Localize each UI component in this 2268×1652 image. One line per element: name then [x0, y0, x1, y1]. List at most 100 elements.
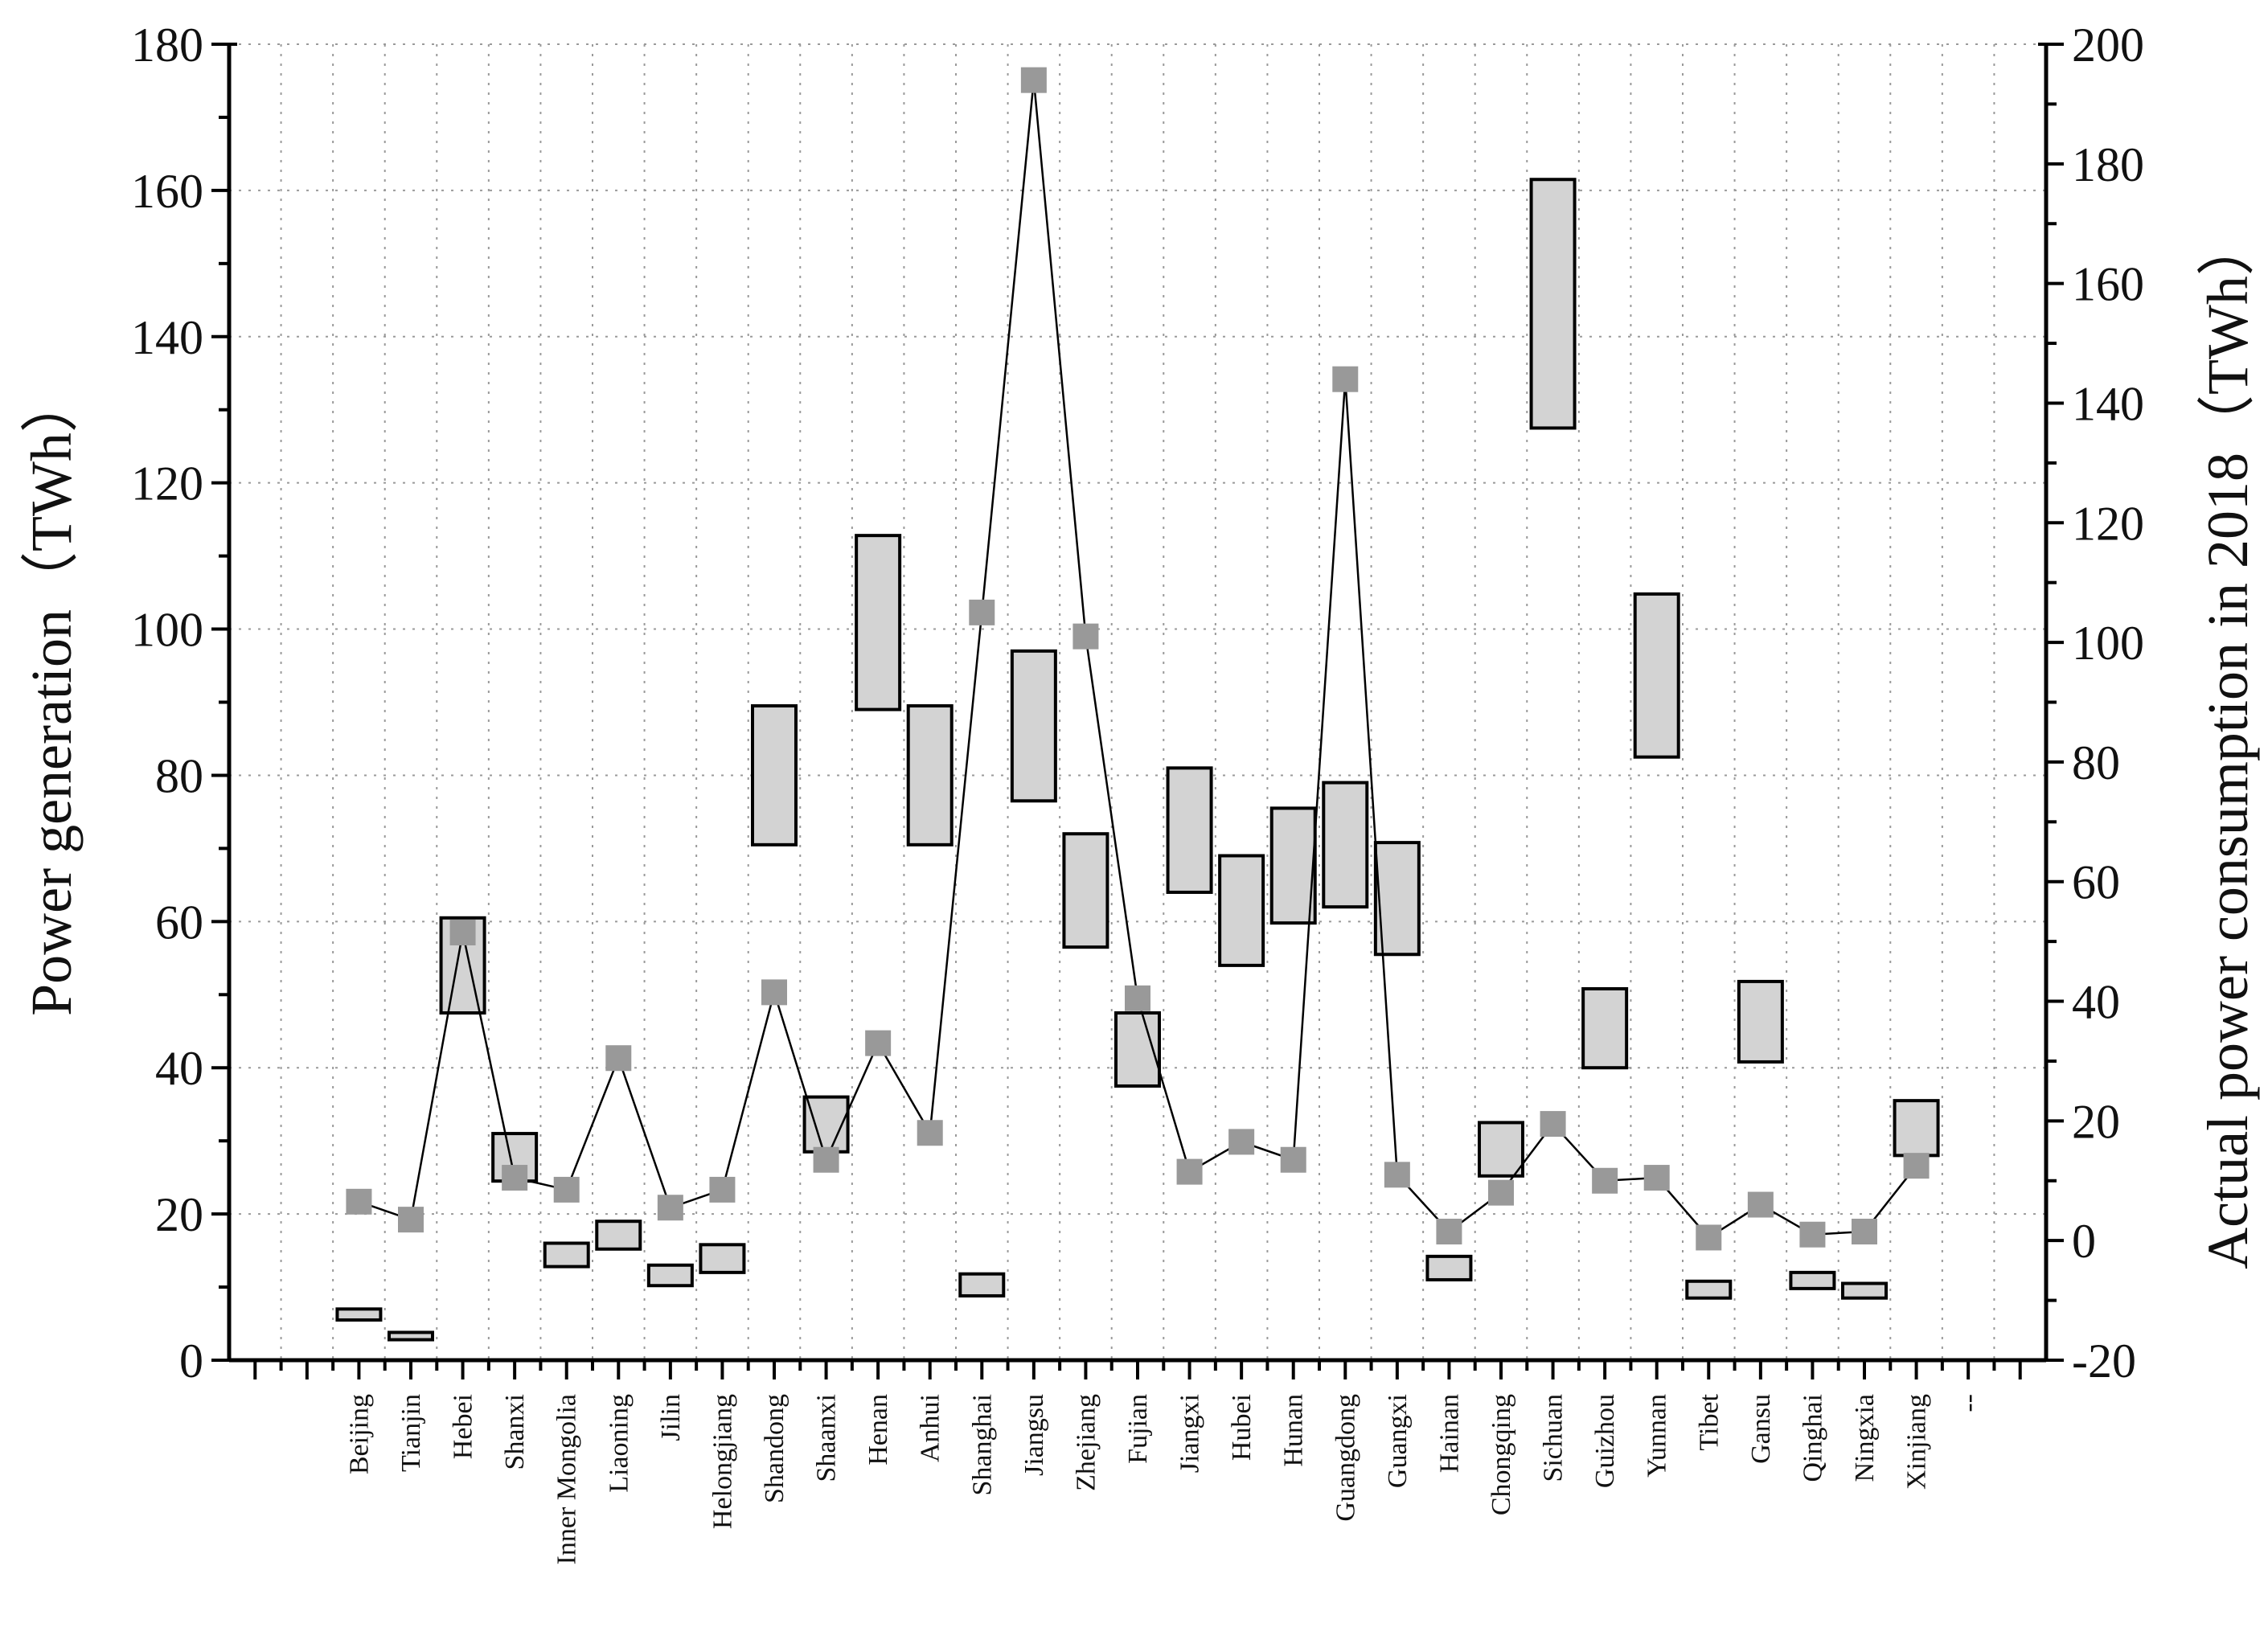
- x-category-label: Tibet: [1694, 1393, 1724, 1450]
- generation-box: [1425, 1254, 1473, 1281]
- y-left-tick-label: 100: [131, 604, 203, 657]
- generation-box: [1685, 1279, 1733, 1300]
- y-left-tick-label: 120: [131, 457, 203, 510]
- generation-box: [855, 534, 902, 711]
- consumption-marker: [1280, 1146, 1306, 1173]
- consumption-marker: [1125, 985, 1150, 1011]
- generation-box: [958, 1272, 1006, 1297]
- generation-box: [1166, 766, 1213, 894]
- y-right-tick-label: 100: [2072, 617, 2144, 670]
- consumption-marker: [1072, 623, 1099, 650]
- x-category-label: Fujian: [1123, 1394, 1153, 1464]
- y-left-tick-label: 140: [131, 311, 203, 364]
- generation-box: [1581, 987, 1629, 1070]
- x-category-label: --: [1954, 1394, 1983, 1412]
- consumption-marker: [1696, 1224, 1722, 1251]
- y-right-tick-label: 160: [2072, 258, 2144, 311]
- consumption-marker: [398, 1207, 424, 1233]
- x-category-label: Guangdong: [1331, 1394, 1360, 1522]
- consumption-marker: [917, 1120, 943, 1146]
- x-category-label: Jiangsu: [1019, 1394, 1049, 1476]
- x-category-label: Beijing: [344, 1394, 374, 1474]
- y-left-tick-label: 20: [155, 1188, 203, 1241]
- generation-box: [646, 1263, 694, 1288]
- generation-box: [1737, 979, 1784, 1064]
- x-category-label: Shaanxi: [812, 1394, 842, 1482]
- y-right-tick-label: 120: [2072, 497, 2144, 550]
- consumption-marker: [449, 919, 476, 945]
- y-right-tick-label: 80: [2072, 736, 2120, 789]
- generation-box: [1529, 178, 1577, 430]
- x-category-label: Helongjiang: [707, 1394, 737, 1529]
- consumption-marker: [813, 1146, 839, 1173]
- consumption-marker: [1540, 1111, 1566, 1138]
- x-category-label: Jiangxi: [1175, 1394, 1205, 1473]
- consumption-marker: [1384, 1162, 1410, 1188]
- consumption-marker: [553, 1176, 580, 1203]
- consumption-marker: [1436, 1219, 1462, 1245]
- consumption-marker: [709, 1176, 736, 1203]
- y-left-tick-label: 60: [155, 896, 203, 949]
- x-category-label: Chongqing: [1487, 1394, 1516, 1515]
- x-category-label: Qinghai: [1798, 1394, 1827, 1482]
- consumption-marker: [1903, 1153, 1930, 1179]
- x-category-label: Tianjin: [396, 1394, 426, 1472]
- y-left-tick-label: 180: [131, 18, 203, 72]
- consumption-marker: [761, 979, 787, 1006]
- x-category-label: Guangxi: [1383, 1394, 1413, 1488]
- x-category-label: Shanghai: [967, 1394, 997, 1496]
- generation-box: [906, 704, 954, 846]
- generation-box: [1218, 854, 1265, 967]
- x-category-label: Xinjiang: [1902, 1394, 1932, 1490]
- y-right-tick-label: 140: [2072, 377, 2144, 430]
- axes: [211, 43, 2064, 1379]
- y-left-tick-label: 40: [155, 1042, 203, 1095]
- generation-box: [388, 1330, 434, 1342]
- x-category-label: Hubei: [1227, 1394, 1257, 1461]
- generation-box: [1062, 832, 1109, 949]
- generation-box: [543, 1241, 590, 1269]
- consumption-marker: [1176, 1158, 1203, 1185]
- axis-labels: 0 20 40 60 80 100 120 140 160 180 -20 0 20 40 60 80 100 1…: [131, 18, 2144, 1564]
- x-category-label: Shanxi: [500, 1394, 530, 1470]
- consumption-line: [346, 67, 1930, 1251]
- y-axis-title-right: Actual power consumption in 2018（TWh）: [2196, 218, 2260, 1269]
- x-category-label: Shandong: [760, 1394, 789, 1503]
- y-left-tick-label: 80: [155, 749, 203, 802]
- consumption-marker: [1020, 67, 1047, 93]
- consumption-marker: [657, 1195, 683, 1221]
- consumption-marker: [1332, 366, 1359, 392]
- generation-box: [1373, 841, 1421, 957]
- x-category-label: Yunnan: [1643, 1394, 1672, 1478]
- y-right-tick-label: 40: [2072, 976, 2120, 1029]
- x-category-label: Sichuan: [1539, 1394, 1569, 1482]
- y-right-tick-label: 200: [2072, 18, 2144, 72]
- generation-box: [1010, 649, 1057, 803]
- generation-box: [335, 1307, 383, 1322]
- consumption-marker: [346, 1188, 372, 1215]
- consumption-marker: [1488, 1179, 1514, 1206]
- x-category-label: Ningxia: [1850, 1394, 1880, 1482]
- generation-box: [751, 704, 798, 846]
- x-category-label: Hebei: [449, 1394, 478, 1459]
- generation-box: [1893, 1099, 1940, 1158]
- consumption-marker: [605, 1045, 632, 1072]
- generation-box: [1841, 1281, 1888, 1300]
- x-category-label: Hainan: [1434, 1394, 1464, 1473]
- x-category-label: Liaoning: [604, 1394, 634, 1493]
- x-category-label: Gansu: [1746, 1394, 1776, 1464]
- x-category-label: Guizhou: [1590, 1394, 1620, 1488]
- x-category-label: Anhui: [916, 1394, 945, 1462]
- consumption-marker: [1799, 1221, 1826, 1248]
- x-category-label: Jilin: [656, 1394, 686, 1441]
- gridlines: [229, 43, 2046, 1360]
- generation-box: [1633, 592, 1680, 759]
- generation-box: [1789, 1270, 1836, 1290]
- consumption-marker: [1592, 1167, 1618, 1194]
- generation-box: [699, 1243, 746, 1274]
- y-right-tick-label: 0: [2072, 1215, 2096, 1268]
- generation-box: [1478, 1121, 1524, 1178]
- consumption-marker: [1747, 1191, 1774, 1218]
- y-left-tick-label: 0: [179, 1334, 203, 1388]
- generation-box: [1322, 781, 1369, 909]
